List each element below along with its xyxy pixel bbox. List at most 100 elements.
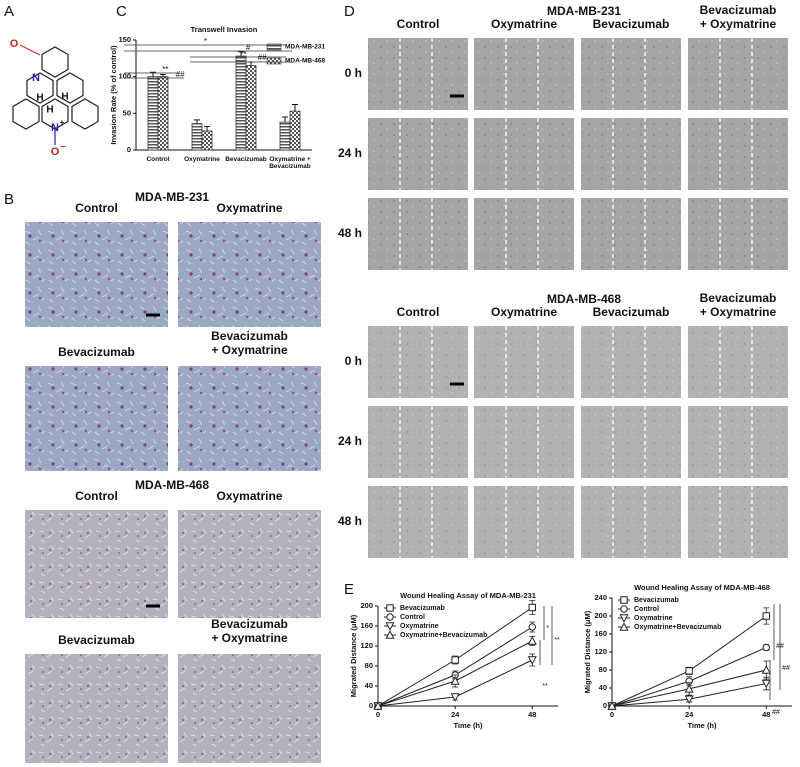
wound-image xyxy=(368,486,468,558)
y-axis-label: Migrated Distance (μM) xyxy=(349,614,358,697)
bar xyxy=(191,123,203,151)
x-tick-label: Bevacizumab xyxy=(225,156,267,163)
legend-marker xyxy=(620,605,628,613)
wound-image xyxy=(474,38,574,110)
error-bar xyxy=(292,104,298,112)
time-label: 24 h xyxy=(338,146,362,160)
wound-image xyxy=(688,326,788,398)
error-bar xyxy=(238,51,244,57)
condition-label: Control xyxy=(75,201,118,215)
cell-line-title: MDA-MB-468 xyxy=(135,478,209,492)
y-axis-label: Migrated Distance (μM) xyxy=(583,610,592,693)
ring-bond xyxy=(26,72,54,104)
wound-image xyxy=(368,198,468,270)
bar xyxy=(147,76,159,151)
wound-image xyxy=(368,118,468,190)
wound-image xyxy=(474,406,574,478)
legend-marker xyxy=(385,622,395,631)
cell-line-title: MDA-MB-231 xyxy=(135,190,209,204)
bar xyxy=(245,65,257,151)
y-tick-label: 80 xyxy=(365,661,373,670)
time-label: 0 h xyxy=(345,354,362,368)
significance-label: ** xyxy=(240,50,247,59)
ring-bond xyxy=(41,46,69,78)
condition-label: Oxymatrine xyxy=(490,17,558,31)
data-point xyxy=(527,656,537,665)
wound-image xyxy=(688,406,788,478)
time-label: 48 h xyxy=(338,514,362,528)
cell-line-title: MDA-MB-231 xyxy=(547,4,621,18)
data-point xyxy=(450,693,460,702)
legend-label: Bevacizumab xyxy=(400,605,445,612)
wound-image xyxy=(474,486,574,558)
panel-label: D xyxy=(344,3,355,20)
y-tick-label: 80 xyxy=(599,665,607,674)
bar xyxy=(279,121,291,151)
y-tick-label: 0 xyxy=(369,701,373,710)
ring-bond xyxy=(71,98,99,130)
panel-label: B xyxy=(4,191,14,208)
legend-label: Oxymatrine+Bevacizumab xyxy=(400,632,487,639)
chart-title: Wound Healing Assay of MDA-MB-468 xyxy=(634,583,770,592)
condition-label: Bevacizumab xyxy=(58,633,135,647)
data-point xyxy=(527,636,537,645)
condition-label: Oxymatrine xyxy=(216,201,283,215)
wound-image xyxy=(581,486,681,558)
wound-image xyxy=(368,38,468,110)
legend-marker xyxy=(619,614,629,623)
panel-label: A xyxy=(4,3,14,20)
legend-marker xyxy=(386,604,394,612)
data-point xyxy=(685,667,693,675)
data-point xyxy=(684,695,694,705)
cell-line-title: MDA-MB-468 xyxy=(547,292,621,306)
bar xyxy=(157,76,169,151)
wound-image xyxy=(368,326,468,398)
error-bar xyxy=(282,116,288,123)
legend-swatch xyxy=(266,57,282,65)
wound-image xyxy=(581,198,681,270)
x-tick-label: 24 xyxy=(451,710,460,719)
x-tick-label: 24 xyxy=(685,710,694,719)
double-bond xyxy=(19,44,41,56)
x-axis-label: Time (h) xyxy=(687,721,717,730)
wound-image xyxy=(688,118,788,190)
legend-label: Control xyxy=(634,606,659,613)
time-label: 48 h xyxy=(338,226,362,240)
error-bar xyxy=(248,61,254,66)
legend-marker xyxy=(620,596,628,604)
wound-image xyxy=(688,38,788,110)
y-tick-label: 100 xyxy=(118,72,131,81)
condition-label: Oxymatrine xyxy=(490,305,558,319)
x-tick-label: 48 xyxy=(762,710,770,719)
significance-label: ## xyxy=(772,709,780,716)
x-tick-label: Oxymatrine + Bevacizumab xyxy=(269,156,311,171)
significance-label: ## xyxy=(258,53,267,62)
x-tick-label: Oxymatrine xyxy=(184,156,220,163)
panel-label: C xyxy=(116,3,127,20)
wound-image xyxy=(474,326,574,398)
condition-label: Control xyxy=(396,305,440,319)
data-point xyxy=(762,643,770,652)
data-point xyxy=(684,684,694,693)
transwell-image xyxy=(25,222,168,327)
y-tick-label: 120 xyxy=(594,647,607,656)
legend-marker xyxy=(386,613,394,621)
transwell-image xyxy=(178,366,321,471)
atom-label: N xyxy=(51,122,59,134)
bar xyxy=(201,130,213,151)
y-tick-label: 200 xyxy=(360,601,373,610)
error-bar xyxy=(160,73,166,77)
y-tick-label: 160 xyxy=(360,621,373,630)
legend-label: Control xyxy=(400,614,425,621)
y-tick-label: 50 xyxy=(123,108,131,117)
time-label: 24 h xyxy=(338,434,362,448)
wound-image xyxy=(581,406,681,478)
y-tick-label: 200 xyxy=(594,611,607,620)
y-tick-label: 150 xyxy=(118,35,131,44)
condition-label: Bevacizumab xyxy=(592,305,670,319)
ring-bond xyxy=(56,72,84,104)
x-tick-label: 48 xyxy=(528,710,536,719)
atom-label: H xyxy=(61,92,68,103)
condition-label: Control xyxy=(75,489,118,503)
